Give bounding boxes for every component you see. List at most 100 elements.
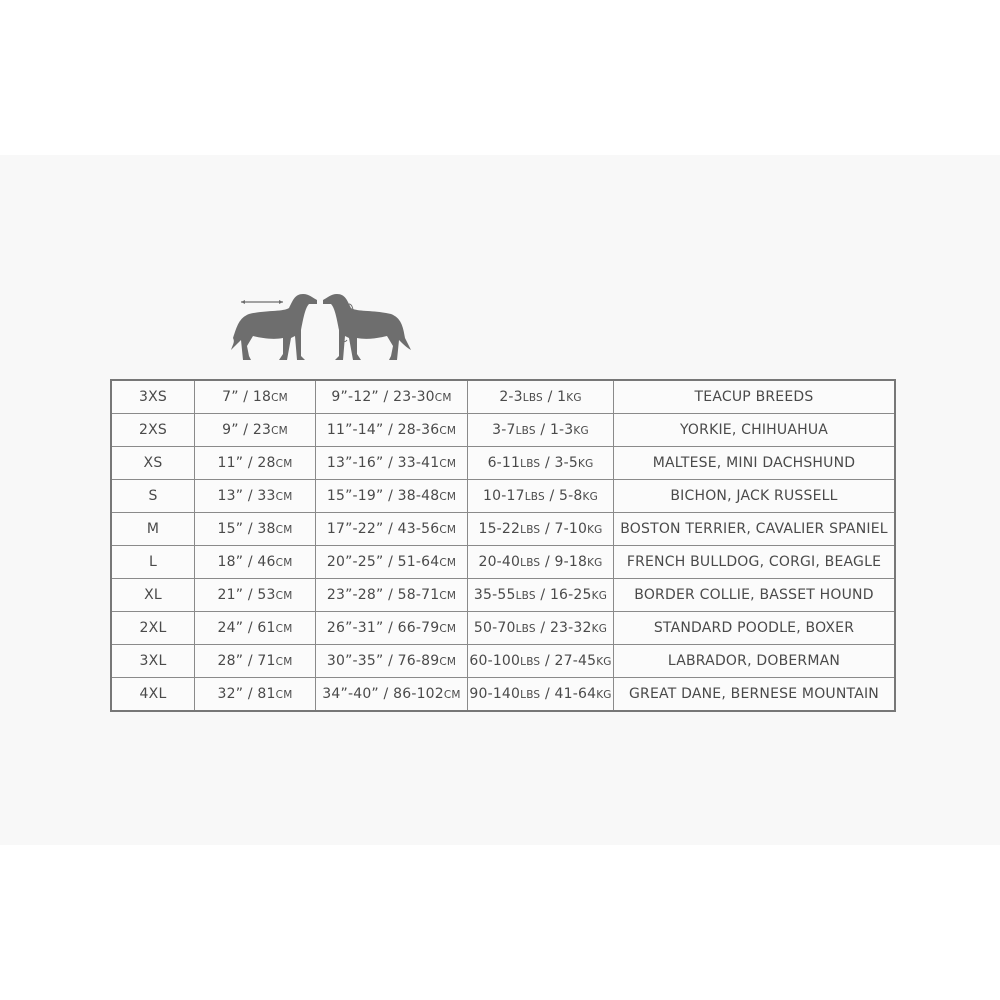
unit: LBS [520,656,541,668]
dog-back-length-icon [231,294,317,360]
value: 7” / 18 [222,389,272,405]
unit: CM [439,425,457,437]
unit: LBS [515,425,536,437]
chest-cell: 26”-31” / 66-79CM [315,611,468,645]
chest-cell: 17”-22” / 43-56CM [315,512,468,546]
unit: CM [271,425,288,437]
value: 20-40 [478,554,521,570]
chest-cell: 11”-14” / 28-36CM [315,413,468,447]
unit: KG [591,590,608,602]
value: 15”-19” / 38-48 [326,488,440,504]
value: 15” / 38 [217,521,276,537]
table-row: S 13” / 33CM 15”-19” / 38-48CM 10-17LBS / 5… [110,479,896,513]
value: 11” / 28 [217,455,276,471]
unit: CM [443,689,461,701]
unit: CM [439,656,457,668]
value: 35-55 [473,587,516,603]
value: 3-7 [492,422,516,438]
unit: LBS [520,458,541,470]
back-length-cell: 32” / 81CM [194,677,316,712]
back-length-cell: 11” / 28CM [194,446,316,480]
chest-cell: 30”-35” / 76-89CM [315,644,468,678]
breeds-cell: YORKIE, CHIHUAHUA [613,413,896,447]
weight-cell: 50-70LBS / 23-32KG [467,611,614,645]
value: / 9-18 [540,554,588,570]
chest-cell: 20”-25” / 51-64CM [315,545,468,579]
value: 24” / 61 [217,620,276,636]
breeds-cell: LABRADOR, DOBERMAN [613,644,896,678]
weight-cell: 20-40LBS / 9-18KG [467,545,614,579]
unit: LBS [522,392,543,404]
back-length-cell: 24” / 61CM [194,611,316,645]
breeds-cell: TEACUP BREEDS [613,379,896,414]
unit: LBS [520,524,541,536]
value: 18” / 46 [217,554,276,570]
table-row: 2XS 9” / 23CM 11”-14” / 28-36CM 3-7LBS / 1-… [110,413,896,447]
value: / 1-3 [535,422,574,438]
table-row: XL 21” / 53CM 23”-28” / 58-71CM 35-55LBS / … [110,578,896,612]
table-row: 2XL 24” / 61CM 26”-31” / 66-79CM 50-70LBS /… [110,611,896,645]
size-cell: S [110,479,195,513]
unit: CM [439,458,457,470]
breeds-cell: FRENCH BULLDOG, CORGI, BEAGLE [613,545,896,579]
table-row: 3XL 28” / 71CM 30”-35” / 76-89CM 60-100LBS … [110,644,896,678]
back-length-cell: 18” / 46CM [194,545,316,579]
breeds-cell: BORDER COLLIE, BASSET HOUND [613,578,896,612]
back-length-cell: 7” / 18CM [194,379,316,414]
breeds-cell: MALTESE, MINI DACHSHUND [613,446,896,480]
unit: LBS [520,557,541,569]
weight-cell: 15-22LBS / 7-10KG [467,512,614,546]
table-row: 4XL 32” / 81CM 34”-40” / 86-102CM 90-140LBS… [110,677,896,712]
weight-cell: 2-3LBS / 1KG [467,379,614,414]
value: 6-11 [487,455,521,471]
back-length-cell: 28” / 71CM [194,644,316,678]
unit: CM [275,590,293,602]
unit: CM [275,656,293,668]
weight-cell: 60-100LBS / 27-45KG [467,644,614,678]
value: / 5-8 [544,488,583,504]
unit: CM [275,491,293,503]
size-cell: 3XL [110,644,195,678]
breeds-cell: STANDARD POODLE, BOXER [613,611,896,645]
size-cell: XL [110,578,195,612]
weight-cell: 10-17LBS / 5-8KG [467,479,614,513]
table-row: L 18” / 46CM 20”-25” / 51-64CM 20-40LBS / 9… [110,545,896,579]
value: 13”-16” / 33-41 [326,455,440,471]
size-cell: L [110,545,195,579]
back-length-cell: 9” / 23CM [194,413,316,447]
unit: CM [275,623,293,635]
unit: CM [439,524,457,536]
unit: CM [439,590,457,602]
size-cell: 2XS [110,413,195,447]
value: 50-70 [473,620,516,636]
value: / 16-25 [535,587,592,603]
unit: LBS [520,689,541,701]
size-chart-table: 3XS 7” / 18CM 9”-12” / 23-30CM 2-3LBS / 1KG… [110,379,896,712]
size-cell: M [110,512,195,546]
value: 10-17 [483,488,525,504]
unit: KG [596,656,612,668]
weight-cell: 90-140LBS / 41-64KG [467,677,614,712]
value: / 7-10 [540,521,588,537]
unit: KG [566,392,582,404]
value: 90-140 [469,686,521,702]
unit: KG [577,458,594,470]
size-cell: 4XL [110,677,195,712]
unit: KG [591,623,608,635]
unit: LBS [524,491,545,503]
unit: CM [271,392,288,404]
size-cell: XS [110,446,195,480]
breeds-cell: BICHON, JACK RUSSELL [613,479,896,513]
value: / 3-5 [540,455,578,471]
value: 60-100 [469,653,521,669]
unit: KG [596,689,612,701]
unit: KG [587,557,603,569]
value: 9” / 23 [222,422,272,438]
unit: CM [275,524,293,536]
unit: CM [439,623,457,635]
chest-cell: 23”-28” / 58-71CM [315,578,468,612]
breeds-cell: GREAT DANE, BERNESE MOUNTAIN [613,677,896,712]
unit: CM [275,557,293,569]
value: 34”-40” / 86-102 [322,686,444,702]
size-cell: 2XL [110,611,195,645]
